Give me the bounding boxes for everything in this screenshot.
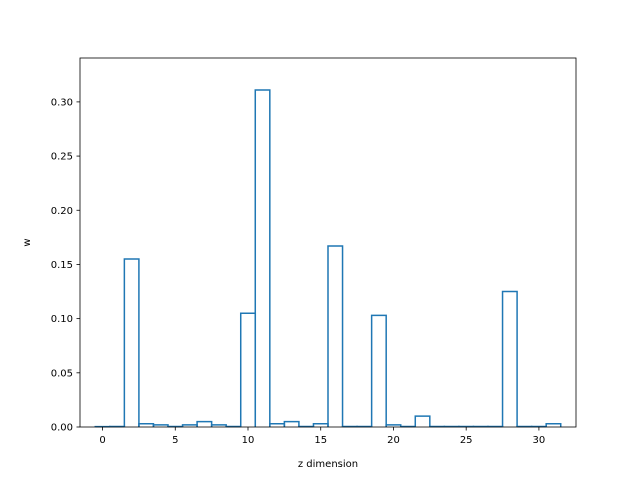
bar-13 (283, 420, 300, 427)
x-tick-label: 20 (387, 435, 400, 446)
y-tick-label: 0.00 (51, 423, 73, 434)
bar-16 (327, 245, 344, 427)
y-axis: 0.00 0.05 0.10 0.15 0.20 0.25 0.30 (51, 97, 80, 434)
y-tick-label: 0.15 (51, 260, 73, 271)
x-tick-label: 25 (460, 435, 473, 446)
y-tick-label: 0.05 (51, 368, 73, 379)
x-tick-label: 10 (242, 435, 255, 446)
x-axis: 0 5 10 15 20 25 30 (99, 427, 545, 446)
bar-31 (545, 422, 562, 427)
y-tick-label: 0.20 (51, 206, 73, 217)
bar-28 (501, 290, 518, 427)
y-tick-label: 0.25 (51, 152, 73, 163)
y-tick-label: 0.10 (51, 314, 73, 325)
y-axis-label: w (22, 238, 33, 246)
x-tick-label: 0 (99, 435, 105, 446)
y-tick-label: 0.30 (51, 97, 73, 108)
x-tick-label: 5 (172, 435, 178, 446)
axes-frame (79, 57, 577, 428)
bar-11 (254, 89, 271, 427)
bar-19 (370, 314, 387, 427)
x-axis-label: z dimension (298, 459, 358, 470)
x-tick-label: 30 (533, 435, 546, 446)
bar-2 (123, 258, 140, 427)
x-tick-label: 15 (314, 435, 327, 446)
bar-22 (414, 415, 431, 427)
